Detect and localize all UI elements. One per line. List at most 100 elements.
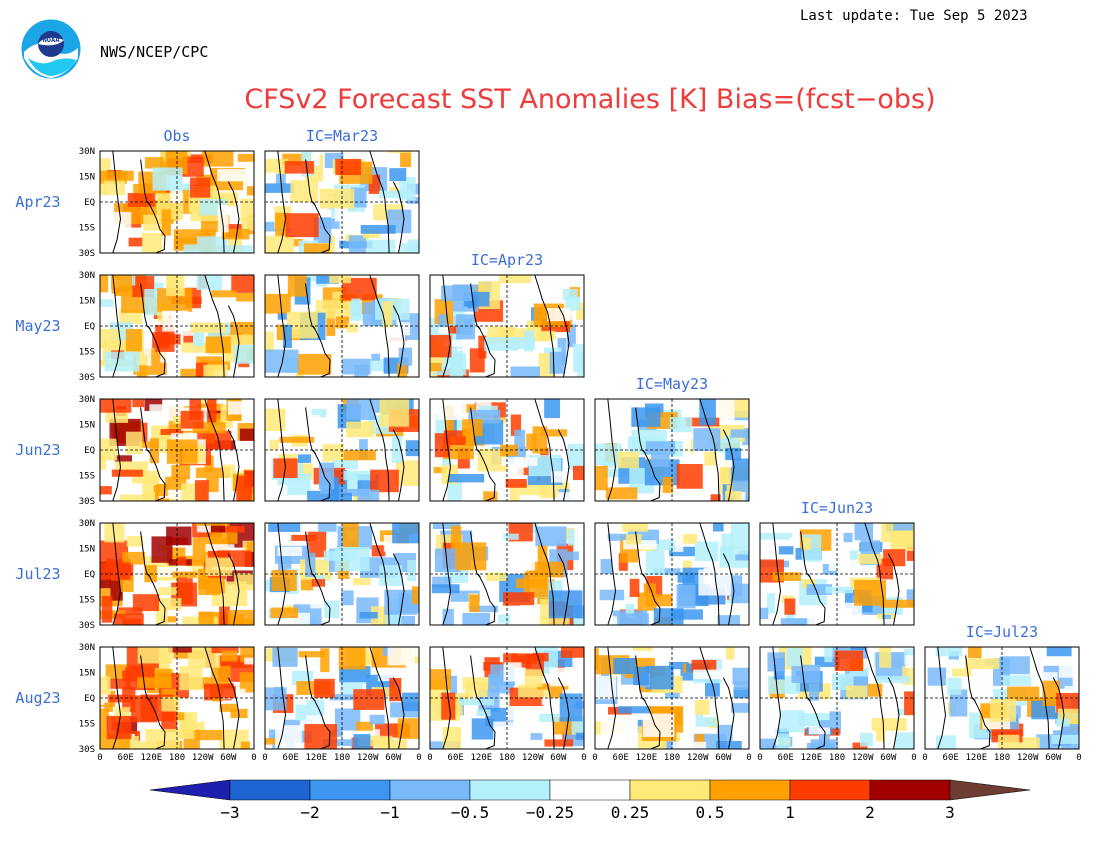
lon-tick-label: 0 xyxy=(97,753,102,763)
panel-frame xyxy=(429,522,585,626)
lat-tick-label: 15S xyxy=(79,472,95,482)
lon-tick-label: 60E xyxy=(448,753,464,763)
panel-frame xyxy=(594,522,750,626)
panel-frame xyxy=(429,274,585,378)
logo-text: NOAA xyxy=(43,36,61,44)
panel-frame xyxy=(264,398,420,502)
panel-frame xyxy=(594,398,750,502)
lon-tick-label: 120E xyxy=(800,753,822,763)
colorbar-tick-label: −0.25 xyxy=(526,803,574,822)
panel-frame xyxy=(429,398,585,502)
panel-Jun23-obs xyxy=(99,398,255,502)
lat-tick-label: EQ xyxy=(84,694,95,704)
lat-tick-label: 15N xyxy=(79,669,95,679)
lon-tick-label: 120W xyxy=(522,753,544,763)
column-title-0: Obs xyxy=(163,127,190,145)
panel-frame xyxy=(264,646,420,750)
panel-frame xyxy=(264,522,420,626)
lat-tick-label: 30S xyxy=(79,621,95,631)
colorbar-tick-label: 0.5 xyxy=(696,803,725,822)
colorbar-tick-label: −3 xyxy=(220,803,239,822)
panel-Aug23-IC=Jul23 xyxy=(924,646,1080,750)
lon-tick-label: 0 xyxy=(592,753,597,763)
colorbar-tick-label: 3 xyxy=(945,803,955,822)
panel-frame xyxy=(429,646,585,750)
lon-tick-label: 60W xyxy=(385,753,402,763)
panel-Aug23-obs xyxy=(99,646,255,750)
row-label-May23: May23 xyxy=(15,317,60,335)
lat-tick-label: 30N xyxy=(79,147,95,157)
lat-tick-label: 15N xyxy=(79,297,95,307)
lon-tick-label: 0 xyxy=(251,753,256,763)
lat-tick-label: EQ xyxy=(84,322,95,332)
lon-tick-label: 120W xyxy=(687,753,709,763)
chart-title: CFSv2 Forecast SST Anomalies [K] Bias=(f… xyxy=(244,84,936,115)
lat-tick-label: 15S xyxy=(79,348,95,358)
lat-tick-label: 30S xyxy=(79,373,95,383)
panel-frame xyxy=(759,646,915,750)
lat-tick-label: EQ xyxy=(84,198,95,208)
lon-tick-label: 120E xyxy=(305,753,327,763)
panel-frame xyxy=(759,522,915,626)
lon-tick-label: 120E xyxy=(635,753,657,763)
colorbar-tick-label: 1 xyxy=(785,803,795,822)
colorbar-swatch xyxy=(469,779,551,801)
panel-Jul23-IC=Mar23 xyxy=(264,522,420,626)
lon-tick-label: 120E xyxy=(965,753,987,763)
lon-tick-label: 60W xyxy=(1045,753,1062,763)
lat-tick-label: 30S xyxy=(79,497,95,507)
panel-frame xyxy=(924,646,1080,750)
colorbar-swatch xyxy=(789,779,871,801)
lon-tick-label: 180 xyxy=(169,753,185,763)
lon-tick-label: 0 xyxy=(911,753,916,763)
lon-tick-label: 0 xyxy=(427,753,432,763)
lat-tick-label: 30S xyxy=(79,745,95,755)
panel-frame xyxy=(99,398,255,502)
panel-Jun23-IC=Apr23 xyxy=(429,398,585,502)
lon-tick-label: 60E xyxy=(118,753,134,763)
colorbar-swatch xyxy=(229,779,311,801)
lon-tick-label: 120W xyxy=(1017,753,1039,763)
lon-tick-label: 180 xyxy=(664,753,680,763)
column-title-3: IC=May23 xyxy=(636,375,708,393)
column-title-4: IC=Jun23 xyxy=(801,499,873,517)
lat-tick-label: 15S xyxy=(79,596,95,606)
column-title-2: IC=Apr23 xyxy=(471,251,543,269)
lon-tick-label: 0 xyxy=(922,753,927,763)
lat-tick-label: 15N xyxy=(79,421,95,431)
lat-tick-label: EQ xyxy=(84,570,95,580)
lon-tick-label: 0 xyxy=(746,753,751,763)
colorbar-swatch xyxy=(709,779,791,801)
colorbar-swatch xyxy=(629,779,711,801)
lon-tick-label: 120W xyxy=(357,753,379,763)
panel-frame xyxy=(264,150,420,254)
organization-label: NWS/NCEP/CPC xyxy=(100,43,209,61)
panel-Jul23-obs xyxy=(99,522,255,626)
colorbar-tick-label: −1 xyxy=(380,803,399,822)
colorbar-swatch xyxy=(389,779,471,801)
lon-tick-label: 120W xyxy=(852,753,874,763)
panel-frame xyxy=(264,274,420,378)
panel-Apr23-obs xyxy=(99,150,255,254)
panel-Aug23-IC=Mar23 xyxy=(264,646,420,750)
panel-Aug23-IC=Apr23 xyxy=(429,646,585,750)
panel-May23-obs xyxy=(99,274,255,378)
lon-tick-label: 0 xyxy=(416,753,421,763)
colorbar-extend-low xyxy=(149,779,231,801)
lon-tick-label: 0 xyxy=(581,753,586,763)
colorbar-swatch xyxy=(309,779,391,801)
panel-frame xyxy=(99,522,255,626)
lon-tick-label: 120E xyxy=(470,753,492,763)
panel-Aug23-IC=May23 xyxy=(594,646,750,750)
lat-tick-label: 30N xyxy=(79,643,95,653)
panel-Apr23-IC=Mar23 xyxy=(264,150,420,254)
panel-May23-IC=Apr23 xyxy=(429,274,585,378)
colorbar-swatch xyxy=(869,779,951,801)
panel-Jun23-IC=May23 xyxy=(594,398,750,502)
lat-tick-label: 30N xyxy=(79,519,95,529)
lon-tick-label: 60W xyxy=(715,753,732,763)
panel-frame xyxy=(594,646,750,750)
panel-May23-IC=Mar23 xyxy=(264,274,420,378)
panel-Jun23-IC=Mar23 xyxy=(264,398,420,502)
